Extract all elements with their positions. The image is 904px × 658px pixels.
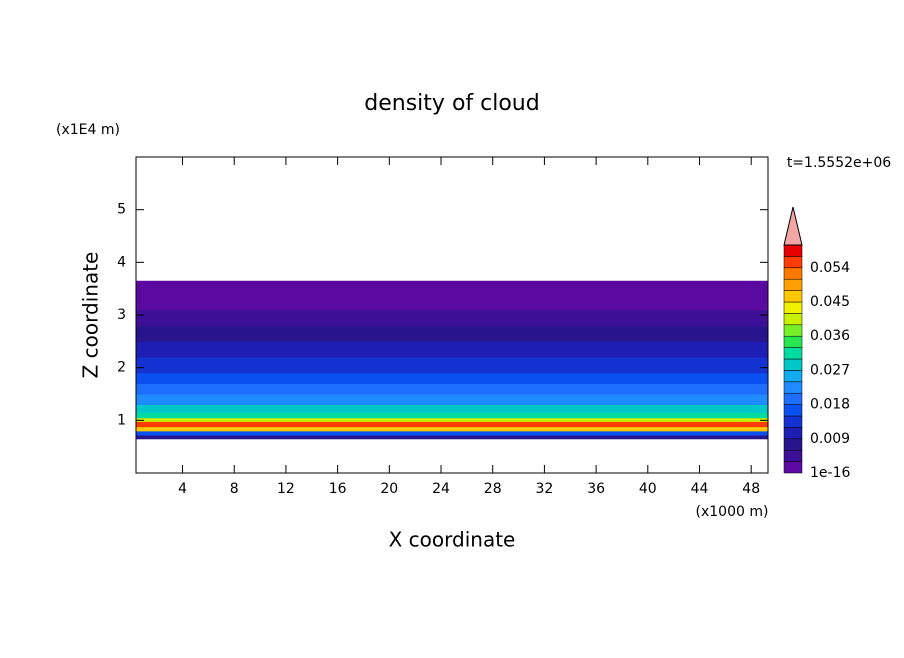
- x-tick-label: 16: [329, 481, 347, 497]
- contour-band: [136, 357, 768, 374]
- colorbar-label: 0.018: [810, 397, 850, 413]
- contour-band: [136, 341, 768, 358]
- y-axis-label: Z coordinate: [79, 252, 103, 379]
- contour-band: [136, 309, 768, 327]
- colorbar-label: 0.036: [810, 328, 850, 344]
- colorbar-segment: [783, 301, 803, 314]
- colorbar-label: 0.045: [810, 294, 850, 310]
- colorbar-segment: [783, 244, 803, 257]
- contour-band: [136, 280, 768, 311]
- colorbar-segment: [783, 370, 803, 383]
- contour-band: [136, 383, 768, 395]
- x-tick-label: 44: [691, 481, 709, 497]
- y-tick-label: 4: [117, 254, 126, 270]
- chart-title: density of cloud: [364, 91, 539, 116]
- colorbar-segment: [783, 404, 803, 417]
- y-tick-label: 5: [117, 202, 126, 218]
- contour-band: [136, 394, 768, 406]
- contour-band: [136, 325, 768, 342]
- x-tick-label: 4: [178, 481, 187, 497]
- x-tick-label: 24: [432, 481, 450, 497]
- contour-band: [136, 417, 768, 422]
- colorbar-label: 0.054: [810, 260, 850, 276]
- contour-band: [136, 421, 768, 428]
- colorbar-segment: [783, 415, 803, 428]
- contour-band: [136, 435, 768, 440]
- y-unit: (x1E4 m): [56, 122, 120, 138]
- colorbar-label: 0.027: [810, 362, 850, 378]
- contour-band: [136, 372, 768, 384]
- x-tick-label: 12: [277, 481, 295, 497]
- time-label: t=1.5552e+06: [787, 155, 891, 171]
- colorbar-extension: [783, 206, 803, 246]
- colorbar-segment: [783, 335, 803, 348]
- colorbar-segment: [783, 267, 803, 280]
- colorbar-segment: [783, 449, 803, 462]
- colorbar-segment: [783, 381, 803, 394]
- colorbar-segment: [783, 324, 803, 337]
- colorbar-label: 0.009: [810, 431, 850, 447]
- colorbar-segment: [783, 427, 803, 440]
- x-tick-label: 28: [484, 481, 502, 497]
- colorbar-segment: [783, 256, 803, 269]
- colorbar-label: 1e-16: [810, 465, 850, 481]
- colorbar-segment: [783, 278, 803, 291]
- x-tick-label: 32: [535, 481, 553, 497]
- x-tick-label: 36: [587, 481, 605, 497]
- colorbar-segment: [783, 461, 803, 474]
- contour-band: [136, 404, 768, 413]
- x-tick-label: 8: [230, 481, 239, 497]
- x-unit: (x1000 m): [696, 504, 769, 520]
- x-tick-label: 48: [742, 481, 760, 497]
- colorbar-segment: [783, 392, 803, 405]
- contour-band: [136, 412, 768, 419]
- x-tick-label: 20: [380, 481, 398, 497]
- colorbar-segment: [783, 347, 803, 360]
- x-axis-label: X coordinate: [389, 528, 516, 552]
- colorbar-segment: [783, 358, 803, 371]
- contour-band: [136, 430, 768, 436]
- colorbar-segment: [783, 290, 803, 303]
- y-tick-label: 2: [117, 360, 126, 376]
- contour-band: [136, 426, 768, 432]
- colorbar-segment: [783, 438, 803, 451]
- colorbar-segment: [783, 313, 803, 326]
- y-tick-label: 1: [117, 412, 126, 428]
- x-tick-label: 40: [639, 481, 657, 497]
- y-tick-label: 3: [117, 307, 126, 323]
